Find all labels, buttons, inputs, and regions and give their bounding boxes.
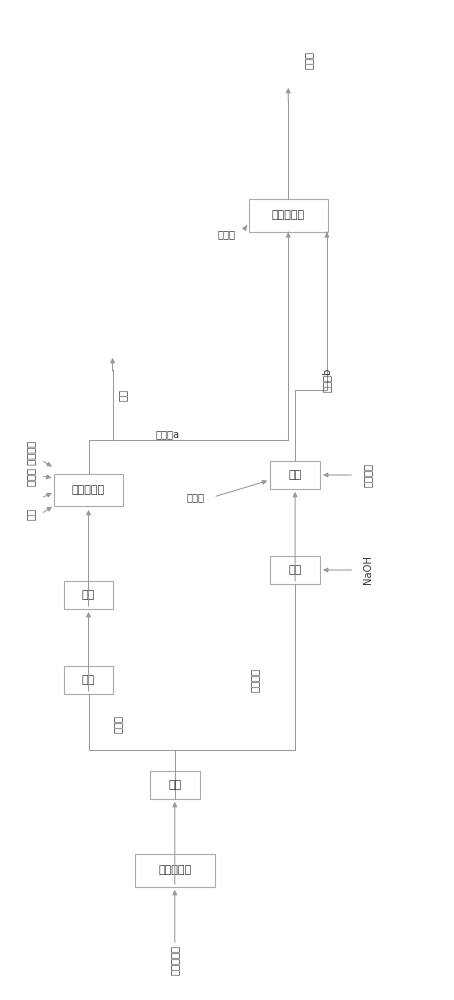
Text: 空心莲子草: 空心莲子草 — [170, 945, 180, 975]
Text: 水解液: 水解液 — [304, 51, 314, 69]
Text: 脱毒室脱毒: 脱毒室脱毒 — [272, 210, 305, 220]
Text: 磁力去金属: 磁力去金属 — [158, 865, 191, 875]
FancyBboxPatch shape — [54, 474, 123, 506]
FancyBboxPatch shape — [249, 198, 328, 232]
FancyBboxPatch shape — [270, 556, 320, 584]
Text: 烘干: 烘干 — [82, 675, 95, 685]
FancyBboxPatch shape — [64, 581, 114, 609]
Text: 粉碎: 粉碎 — [82, 590, 95, 600]
FancyBboxPatch shape — [150, 771, 200, 799]
Text: 算中和: 算中和 — [186, 492, 204, 502]
Text: 贪铜菌: 贪铜菌 — [218, 229, 236, 239]
Text: 处理液a: 处理液a — [156, 429, 180, 439]
Text: 液态物质: 液态物质 — [249, 668, 259, 692]
Text: 废渣: 废渣 — [118, 389, 128, 401]
Text: 酸液: 酸液 — [26, 508, 36, 520]
FancyBboxPatch shape — [64, 666, 114, 694]
Text: 处理液b: 处理液b — [322, 368, 332, 392]
Text: 第中和 纤维素酶: 第中和 纤维素酶 — [26, 440, 36, 486]
FancyBboxPatch shape — [135, 854, 214, 887]
Text: 脱蛋白酶: 脱蛋白酶 — [363, 463, 373, 487]
Text: 水解: 水解 — [288, 565, 302, 575]
Text: 固形物: 固形物 — [113, 715, 123, 733]
Text: 电解室电解: 电解室电解 — [72, 485, 105, 495]
Text: 酶解: 酶解 — [288, 470, 302, 480]
Text: 挠压: 挠压 — [168, 780, 182, 790]
Text: NaOH: NaOH — [363, 556, 373, 584]
FancyBboxPatch shape — [270, 461, 320, 489]
